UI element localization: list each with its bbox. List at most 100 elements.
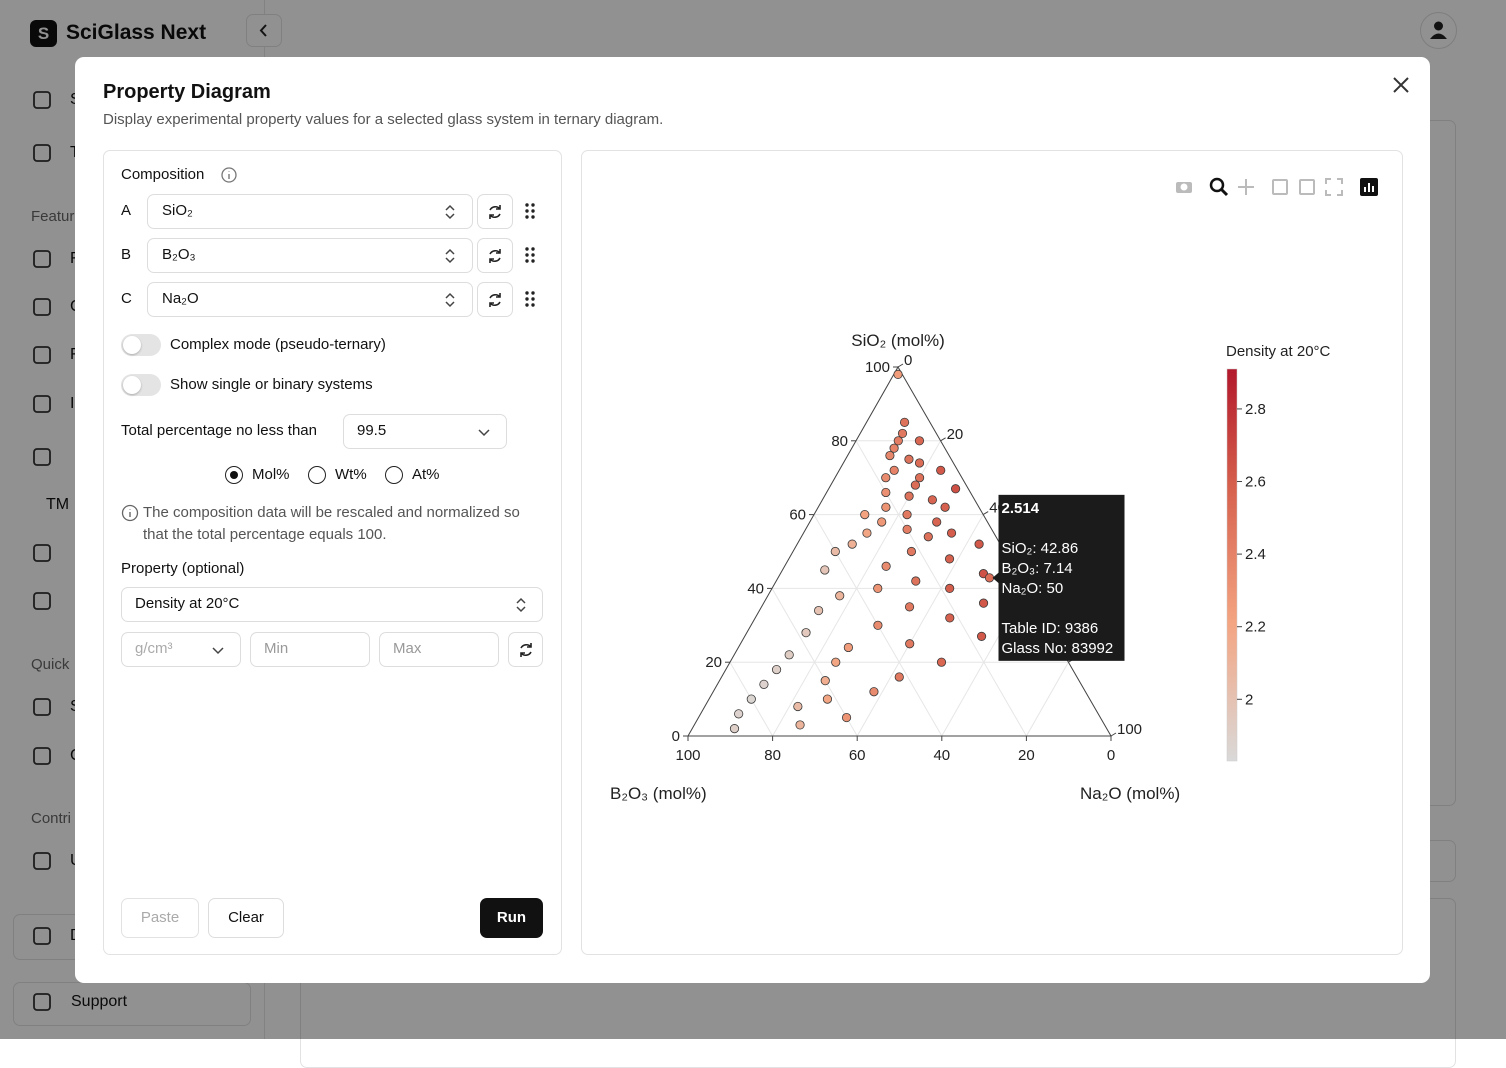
nav-item[interactable]: TM: [46, 496, 70, 513]
data-point[interactable]: [905, 639, 915, 649]
data-point[interactable]: [889, 465, 899, 475]
data-point[interactable]: [877, 517, 887, 527]
nav-item[interactable]: Support: [71, 993, 128, 1010]
run-button[interactable]: Run: [480, 898, 543, 938]
data-point[interactable]: [932, 517, 942, 527]
data-point[interactable]: [746, 694, 756, 704]
data-point[interactable]: [873, 620, 883, 630]
data-point[interactable]: [893, 436, 903, 446]
data-point[interactable]: [914, 458, 925, 468]
data-point[interactable]: [873, 583, 883, 593]
data-point[interactable]: [944, 554, 955, 564]
data-point[interactable]: [927, 495, 937, 505]
paste-button[interactable]: Paste: [121, 898, 199, 938]
data-point[interactable]: [976, 631, 987, 641]
data-point[interactable]: [902, 509, 912, 520]
component-select[interactable]: B₂O₃: [147, 238, 473, 273]
property-select[interactable]: Density at 20°C: [121, 587, 543, 622]
data-point[interactable]: [936, 465, 946, 475]
plotly-logo[interactable]: [1360, 178, 1378, 196]
pan-button[interactable]: [1238, 179, 1254, 195]
data-point[interactable]: [978, 598, 989, 608]
data-point[interactable]: [831, 657, 841, 667]
data-point[interactable]: [881, 473, 891, 483]
refresh-button[interactable]: [477, 282, 513, 317]
data-point[interactable]: [862, 528, 872, 538]
data-point[interactable]: [835, 591, 845, 601]
unit-select[interactable]: g/cm³: [121, 632, 241, 667]
zoom-button[interactable]: [1209, 177, 1229, 197]
drag-handle[interactable]: [522, 245, 538, 265]
camera-button[interactable]: [1176, 182, 1192, 193]
data-point[interactable]: [910, 480, 920, 490]
data-point[interactable]: [936, 657, 947, 667]
close-button[interactable]: [1390, 74, 1412, 96]
data-point[interactable]: [795, 720, 805, 730]
toggle-switch[interactable]: [121, 374, 161, 396]
refresh-button[interactable]: [477, 194, 513, 229]
data-point[interactable]: [801, 628, 811, 638]
data-point[interactable]: [889, 443, 899, 453]
data-point[interactable]: [814, 605, 824, 616]
data-point[interactable]: [906, 546, 917, 557]
nav-item[interactable]: T: [70, 143, 80, 163]
drag-handle[interactable]: [522, 289, 538, 309]
collapse-button[interactable]: [246, 14, 282, 47]
data-point[interactable]: [841, 712, 852, 723]
data-point[interactable]: [897, 428, 908, 439]
data-point[interactable]: [784, 650, 794, 660]
data-point[interactable]: [885, 450, 895, 461]
data-point[interactable]: [860, 509, 870, 520]
data-point[interactable]: [904, 491, 914, 501]
component-select[interactable]: Na₂O: [147, 282, 473, 317]
data-point[interactable]: [945, 583, 955, 593]
data-point[interactable]: [843, 642, 853, 653]
data-point[interactable]: [914, 436, 925, 446]
data-point[interactable]: [759, 679, 769, 689]
save-button[interactable]: [1272, 179, 1288, 195]
drag-handle[interactable]: [522, 201, 538, 221]
max-input[interactable]: Max: [379, 632, 499, 667]
refresh-button[interactable]: [508, 632, 543, 667]
nav-item[interactable]: I: [70, 395, 75, 412]
data-point[interactable]: [904, 602, 915, 612]
data-point[interactable]: [847, 539, 857, 549]
data-point[interactable]: [902, 524, 912, 534]
data-point[interactable]: [881, 561, 891, 571]
data-point[interactable]: [893, 369, 903, 379]
data-point[interactable]: [940, 502, 950, 512]
data-point[interactable]: [734, 709, 744, 719]
toggle-switch[interactable]: [121, 334, 161, 356]
data-point[interactable]: [946, 528, 957, 538]
data-point[interactable]: [881, 502, 891, 512]
data-point[interactable]: [904, 454, 914, 464]
data-point[interactable]: [950, 484, 961, 494]
data-point[interactable]: [820, 565, 830, 575]
data-point[interactable]: [945, 613, 955, 623]
clear-button[interactable]: Clear: [208, 898, 284, 938]
total-select[interactable]: 99.5: [343, 414, 507, 449]
nav-item[interactable]: F: [70, 249, 80, 269]
component-select[interactable]: SiO₂: [147, 194, 473, 229]
fullscreen-button[interactable]: [1325, 178, 1343, 196]
radio-button[interactable]: [308, 466, 326, 484]
data-point[interactable]: [830, 546, 840, 557]
nav-item[interactable]: F: [70, 345, 80, 365]
data-point[interactable]: [822, 694, 833, 704]
data-point[interactable]: [974, 539, 984, 549]
data-point[interactable]: [869, 687, 879, 697]
save-button[interactable]: [1299, 179, 1315, 195]
data-point[interactable]: [881, 487, 891, 498]
data-point[interactable]: [729, 724, 740, 734]
data-point[interactable]: [914, 473, 925, 483]
min-input[interactable]: Min: [250, 632, 370, 667]
data-point[interactable]: [820, 676, 830, 686]
data-point[interactable]: [923, 532, 933, 542]
data-point[interactable]: [911, 576, 921, 586]
radio-button[interactable]: [385, 466, 403, 484]
data-point[interactable]: [771, 664, 782, 675]
radio-button[interactable]: [225, 466, 243, 484]
data-point[interactable]: [894, 672, 904, 682]
data-point[interactable]: [793, 701, 803, 712]
data-point[interactable]: [899, 417, 910, 427]
